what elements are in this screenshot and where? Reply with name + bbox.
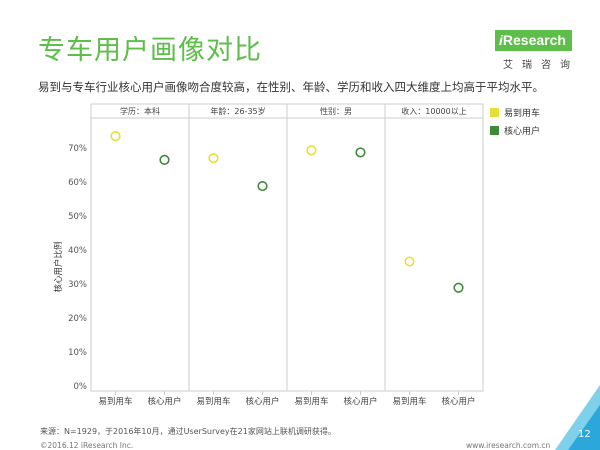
- page-title: 专车用户画像对比: [38, 35, 262, 66]
- iresearch-logo: iResearch 艾瑞咨询: [495, 30, 575, 72]
- source-note: 来源：N=1929，于2016年10月，通过UserSurvey在21家网站上联…: [40, 427, 336, 436]
- dot-yidao: [404, 256, 415, 267]
- x-tick-label: 核心用户: [147, 396, 181, 407]
- x-tick-label: 核心用户: [441, 396, 475, 407]
- page-number: 12: [578, 429, 591, 440]
- dot-core-user: [257, 180, 268, 192]
- dot-yidao: [306, 145, 317, 156]
- x-tick-label: 易到用车: [98, 396, 132, 407]
- panel-label: 收入：10000以上: [401, 106, 466, 116]
- panel-label: 性别：男: [320, 106, 352, 116]
- x-tick-label: 核心用户: [245, 396, 279, 407]
- copyright: ©2016.12 iResearch Inc.: [40, 441, 134, 450]
- dot-yidao: [208, 153, 219, 164]
- y-tick-label: 60%: [68, 178, 87, 188]
- y-tick-label: 10%: [68, 348, 87, 358]
- website-url: www.iresearch.com.cn: [466, 441, 551, 450]
- dot-core-user: [355, 147, 366, 158]
- legend-swatch-core: [490, 125, 499, 135]
- y-tick-label: 20%: [68, 314, 87, 324]
- dot-core-user: [159, 154, 170, 165]
- panel-label: 学历：本科: [120, 106, 160, 116]
- legend-item-core: 核心用户: [490, 122, 540, 138]
- legend-label-yidao: 易到用车: [504, 108, 541, 119]
- x-tick-label: 核心用户: [343, 396, 377, 407]
- y-tick-label: 30%: [68, 280, 87, 290]
- y-tick-label: 50%: [68, 212, 87, 222]
- page-subtitle: 易到与专车行业核心用户画像吻合度较高，在性别、年龄、学历和收入四大维度上均高于平…: [38, 80, 544, 94]
- y-tick-label: 40%: [68, 246, 87, 256]
- y-tick-label: 70%: [68, 144, 87, 154]
- y-tick-label: 0%: [74, 382, 88, 392]
- x-tick-label: 易到用车: [196, 396, 230, 407]
- panel-label: 年龄：26-35岁: [210, 106, 265, 116]
- legend-swatch-yidao: [490, 107, 499, 117]
- logo-mark: iResearch: [495, 30, 572, 51]
- chart-legend: 易到用车 核心用户: [490, 104, 540, 140]
- logo-chinese-name: 艾瑞咨询: [503, 60, 579, 71]
- legend-item-yidao: 易到用车: [490, 104, 540, 120]
- x-tick-label: 易到用车: [392, 396, 426, 407]
- legend-label-core: 核心用户: [504, 126, 541, 137]
- dot-core-user: [453, 282, 464, 293]
- x-tick-label: 易到用车: [294, 396, 328, 407]
- y-axis-label: 核心用户比例: [53, 241, 64, 292]
- dot-yidao: [110, 131, 121, 142]
